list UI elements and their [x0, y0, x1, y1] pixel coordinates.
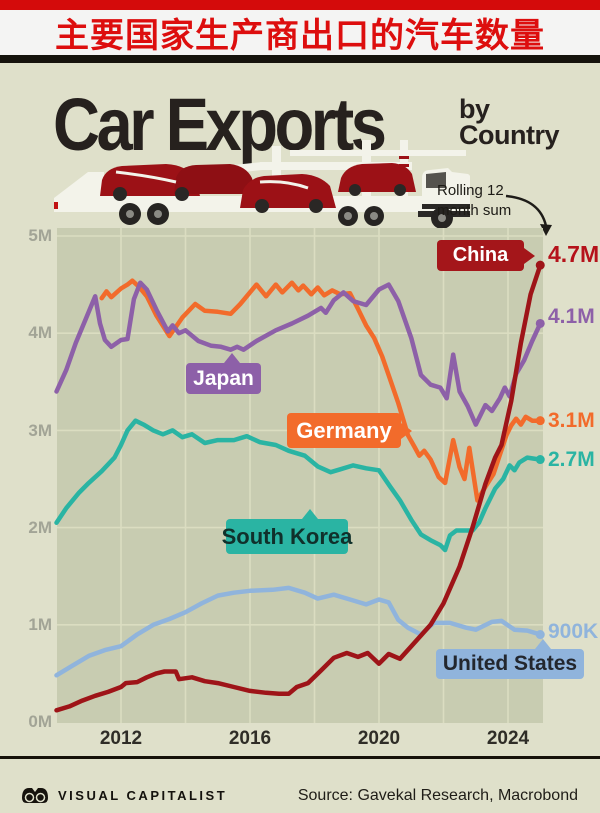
y-axis-label-4m: 4M [28, 323, 52, 342]
red-cars [100, 163, 416, 213]
series-line-japan [54, 280, 543, 427]
note-arrow-icon [505, 194, 552, 236]
series-label-box-germany: Germany [287, 413, 412, 448]
infographic-subtitle: by Country [459, 94, 560, 150]
series-label-box-united-states: United States [436, 639, 584, 679]
series-line-south-korea [54, 418, 543, 553]
x-axis-label-2020: 2020 [357, 728, 401, 749]
top-red-bar [0, 0, 600, 10]
banner: 主要国家生产商出口的汽车数量 [0, 10, 600, 55]
subtitle-line-by: by [459, 94, 490, 124]
brand-lockup: VISUAL CAPITALIST [20, 784, 227, 806]
brand-name: VISUAL CAPITALIST [58, 787, 228, 803]
y-axis-label-2m: 2M [28, 518, 52, 537]
end-value-label-south-korea: 2.7M [548, 448, 595, 471]
y-axis-label-0m: 0M [28, 712, 52, 731]
end-value-label-japan: 4.1M [548, 305, 595, 328]
car-carrier-truck-illustration [54, 140, 470, 229]
end-value-label-germany: 3.1M [548, 409, 595, 432]
line-chart-plot [54, 228, 545, 723]
series-label-box-china: China [437, 240, 535, 271]
banner-title: 主要国家生产商出口的汽车数量 [55, 17, 545, 55]
y-axis-label-1m: 1M [28, 615, 52, 634]
footer-divider [0, 756, 600, 759]
x-axis-label-2016: 2016 [228, 728, 272, 749]
visual-capitalist-logo-icon [22, 788, 48, 803]
y-axis-label-3m: 3M [28, 421, 52, 440]
truck-wheels [119, 203, 453, 229]
series-end-dot-united-states [535, 630, 545, 640]
x-axis-label-2024: 2024 [486, 728, 530, 749]
rolling-note-line2: month sum [437, 201, 512, 219]
series-label-box-south-korea: South Korea [222, 509, 352, 554]
rolling-note-line1: Rolling 12 [437, 182, 504, 199]
y-axis-label-5m: 5M [28, 226, 52, 245]
end-value-label-china: 4.7M [548, 241, 600, 267]
series-line-china [54, 262, 543, 713]
series-end-dot-china [535, 260, 545, 270]
series-end-dot-south-korea [535, 455, 545, 465]
series-line-united-states [54, 585, 543, 678]
x-axis-label-2012: 2012 [99, 728, 143, 749]
source-credit: Source: Gavekal Research, Macrobond [297, 787, 578, 804]
series-label-box-japan: Japan [186, 353, 261, 394]
series-end-dot-germany [535, 416, 545, 426]
banner-divider-bar [0, 55, 600, 63]
series-end-dot-japan [535, 318, 545, 328]
subtitle-line-country: Country [459, 120, 560, 150]
rolling-note: Rolling 12 month sum [437, 181, 523, 221]
end-value-label-united-states: 900K [548, 620, 599, 643]
